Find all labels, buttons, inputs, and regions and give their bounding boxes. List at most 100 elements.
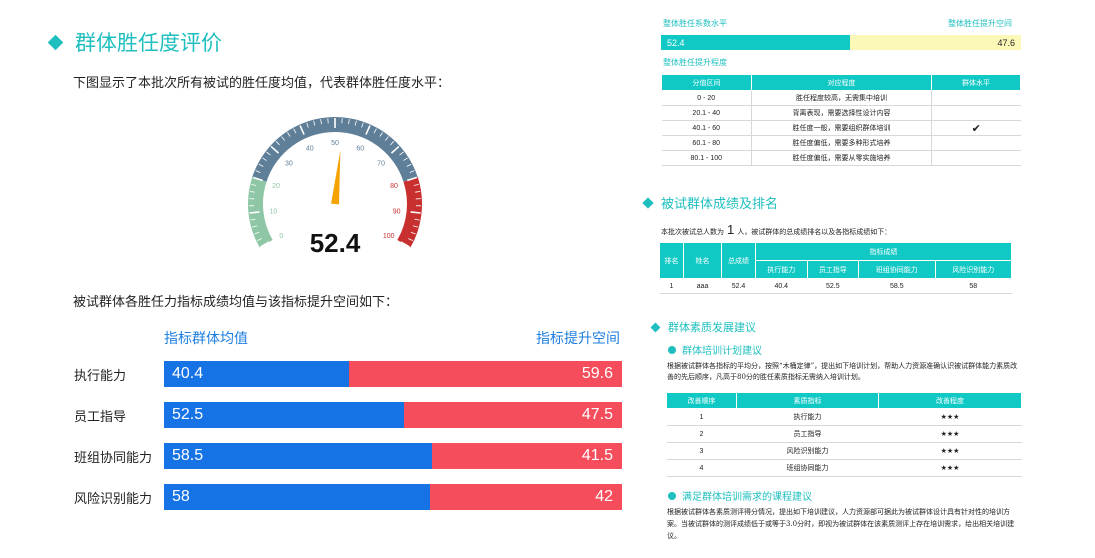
- score-cell: 58.5: [858, 278, 936, 294]
- bar-header-mean: 指标群体均值: [164, 331, 248, 347]
- level-table: 分值区间 对应程度 群体水平 0 - 20 胜任程度较高，无需集中培训 20.1 -…: [661, 74, 1021, 166]
- level-check-cell: ✔: [931, 120, 1021, 136]
- improvement-table: 改善顺序 素质指标 改善程度 1 执行能力 ★★★ 2 员工指导 ★★★ 3 风险识别能力 ★★…: [666, 392, 1022, 477]
- circle-bullet-icon: [668, 345, 676, 354]
- bar-row: 执行能力 40.4 59.6: [74, 361, 622, 387]
- gauge-tick: [412, 225, 418, 228]
- bar-space: 42: [429, 484, 622, 510]
- gauge-tick: [249, 191, 255, 193]
- gauge-tick: [354, 120, 357, 126]
- gauge-value: 52.4: [310, 228, 361, 258]
- bar-label: 班组协同能力: [74, 450, 153, 466]
- gauge-tick-label: 40: [306, 145, 314, 152]
- subsection-title-text: 群体培训计划建议: [682, 346, 762, 357]
- gauge-tick: [260, 241, 270, 248]
- level-label: 整体胜任提升程度: [663, 58, 727, 67]
- gauge-tick-label: 90: [393, 208, 401, 215]
- gauge-band-high: [397, 177, 422, 248]
- competency-gauge: 0 10 20 30 40 50 60 70 80 90 100 52.4: [248, 117, 422, 258]
- gauge-tick: [252, 225, 258, 228]
- gauge-tick: [406, 163, 412, 167]
- gauge-tick: [299, 125, 305, 135]
- gauge-tick: [409, 170, 415, 173]
- bar-mean: 52.5: [164, 402, 405, 428]
- gauge-tick: [415, 191, 421, 193]
- bar-track: 58.5 41.5: [164, 443, 622, 469]
- bar-mean: 40.4: [164, 361, 350, 387]
- level-cell: 40.1 - 60: [661, 120, 752, 136]
- section-title-scores: 被试群体成绩及排名: [642, 193, 779, 212]
- score-cell: 52.5: [807, 278, 859, 294]
- gauge-tick: [251, 183, 257, 186]
- score-row: 1 aaa 52.4 40.4 52.5 58.5 58: [659, 278, 1012, 294]
- score-cell: 52.4: [721, 278, 756, 294]
- score-cell: 40.4: [755, 278, 808, 294]
- level-cell: 0 - 20: [661, 90, 752, 106]
- score-subheader: 班组协同能力: [858, 260, 936, 279]
- score-header-name: 姓名: [683, 242, 722, 279]
- improvement-stars: ★★★: [878, 408, 1022, 426]
- gauge-band-low: [248, 177, 273, 248]
- bar-space: 47.5: [404, 402, 622, 428]
- gauge-tick-label: 50: [331, 140, 339, 147]
- gauge-tick: [365, 125, 371, 135]
- score-cell: 58: [935, 278, 1012, 294]
- level-row: 60.1 - 80 胜任度偏低，需要多种形式培养: [661, 135, 1021, 151]
- level-cell: 60.1 - 80: [661, 135, 752, 151]
- section-title-text: 被试群体成绩及排名: [661, 197, 779, 212]
- improvement-cell: 班组协同能力: [736, 459, 879, 477]
- level-cell: 胜任度偏低，需要从零实施培养: [751, 150, 932, 166]
- score-subheader: 风险识别能力: [934, 260, 1013, 279]
- gauge-tick: [270, 145, 280, 154]
- gauge-tick: [281, 136, 286, 141]
- level-header-range: 分值区间: [661, 74, 752, 91]
- overall-space-label: 整体胜任提升空间: [948, 19, 1012, 28]
- gauge-tick: [257, 238, 262, 241]
- gauge-tick: [373, 128, 377, 134]
- gauge-tick-label: 0: [279, 233, 283, 240]
- level-row: 20.1 - 40 背离表现，需要选择性设计内容: [661, 105, 1021, 121]
- level-check-cell: [931, 105, 1021, 121]
- count-suffix: 人，被试群体的总成绩排名以及各指标成绩如下：: [737, 228, 892, 236]
- improvement-cell: 员工指导: [736, 425, 879, 443]
- gauge-tick: [250, 218, 256, 221]
- score-subheader: 执行能力: [755, 260, 808, 279]
- level-cell: 80.1 - 100: [661, 150, 752, 166]
- gauge-tick: [348, 119, 350, 125]
- gauge-tick: [384, 136, 389, 141]
- bar-label: 风险识别能力: [74, 491, 153, 507]
- level-cell: 20.1 - 40: [661, 105, 752, 121]
- improvement-cell: 1: [666, 408, 737, 426]
- bar-mean: 58: [164, 484, 430, 510]
- diamond-bullet-icon: [47, 34, 64, 50]
- plan-paragraph: 根据被试群体各指标的平均分，按照“木桶定律”，提出如下培训计划，帮助人力资源准确…: [667, 362, 1018, 381]
- improvement-row: 4 班组协同能力 ★★★: [666, 459, 1022, 477]
- diamond-bullet-icon: [642, 196, 654, 209]
- improvement-row: 1 执行能力 ★★★: [666, 408, 1022, 426]
- section-title-text: 群体胜任度评价: [75, 31, 222, 55]
- improvement-cell: 执行能力: [736, 408, 879, 426]
- improvement-stars: ★★★: [878, 442, 1022, 460]
- gauge-tick: [249, 211, 260, 214]
- score-cell: aaa: [683, 278, 722, 294]
- improvement-cell: 4: [666, 459, 737, 477]
- bar-row: 风险识别能力 58 42: [74, 484, 622, 510]
- section-title-group-competency: 群体胜任度评价: [47, 27, 222, 57]
- improvement-cell: 2: [666, 425, 737, 443]
- score-subheader: 员工指导: [806, 260, 860, 279]
- gauge-tick: [410, 211, 421, 214]
- improvement-cell: 风险识别能力: [736, 442, 879, 460]
- level-check-cell: [931, 90, 1021, 106]
- section-title-development: 群体素质发展建议: [650, 319, 756, 335]
- intro-text-gauge: 下图显示了本批次所有被试的胜任度均值，代表群体胜任度水平：: [73, 76, 451, 91]
- gauge-tick: [266, 151, 271, 156]
- overall-value: 52.4: [661, 35, 850, 50]
- bar-space: 59.6: [349, 361, 622, 387]
- score-table: 排名 姓名 总成绩 指标成绩 执行能力 员工指导 班组协同能力 风险识别能力 1 aaa…: [659, 242, 1013, 294]
- level-cell: 胜任度偏低，需要多种形式培养: [751, 135, 932, 151]
- improvement-cell: 3: [666, 442, 737, 460]
- gauge-tick: [258, 163, 264, 167]
- gauge-tick-label: 100: [383, 233, 395, 240]
- improvement-row: 2 员工指导 ★★★: [666, 425, 1022, 443]
- gauge-tick: [403, 157, 408, 161]
